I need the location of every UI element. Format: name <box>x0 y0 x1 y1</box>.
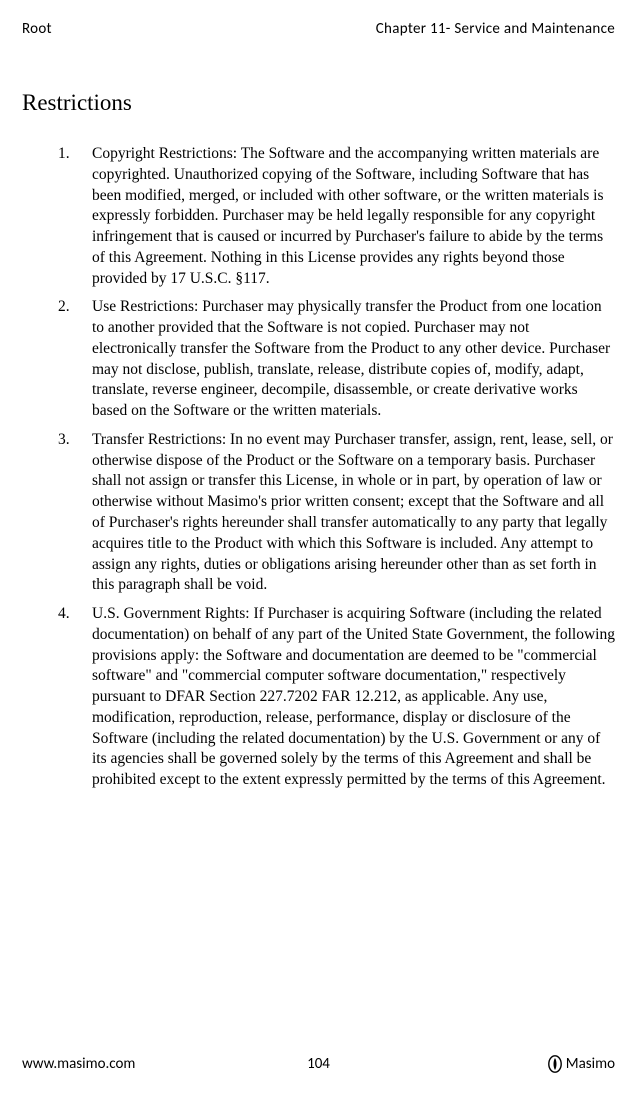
header-left: Root <box>22 20 52 38</box>
list-number: 3. <box>58 430 70 451</box>
list-item: 4. U.S. Government Rights: If Purchaser … <box>58 604 615 791</box>
footer-page-number: 104 <box>22 1055 615 1073</box>
restrictions-list: 1. Copyright Restrictions: The Software … <box>22 144 615 791</box>
list-text: Transfer Restrictions: In no event may P… <box>92 431 613 593</box>
list-number: 1. <box>58 144 70 165</box>
list-item: 1. Copyright Restrictions: The Software … <box>58 144 615 289</box>
list-text: Copyright Restrictions: The Software and… <box>92 145 604 287</box>
page-footer: www.masimo.com 104 Masimo <box>22 1055 615 1073</box>
section-title: Restrictions <box>22 90 615 116</box>
header-right: Chapter 11- Service and Maintenance <box>376 20 615 38</box>
list-number: 4. <box>58 604 70 625</box>
list-item: 3. Transfer Restrictions: In no event ma… <box>58 430 615 596</box>
page-header: Root Chapter 11- Service and Maintenance <box>22 20 615 38</box>
list-item: 2. Use Restrictions: Purchaser may physi… <box>58 297 615 422</box>
list-text: Use Restrictions: Purchaser may physical… <box>92 298 610 419</box>
list-number: 2. <box>58 297 70 318</box>
list-text: U.S. Government Rights: If Purchaser is … <box>92 605 615 788</box>
